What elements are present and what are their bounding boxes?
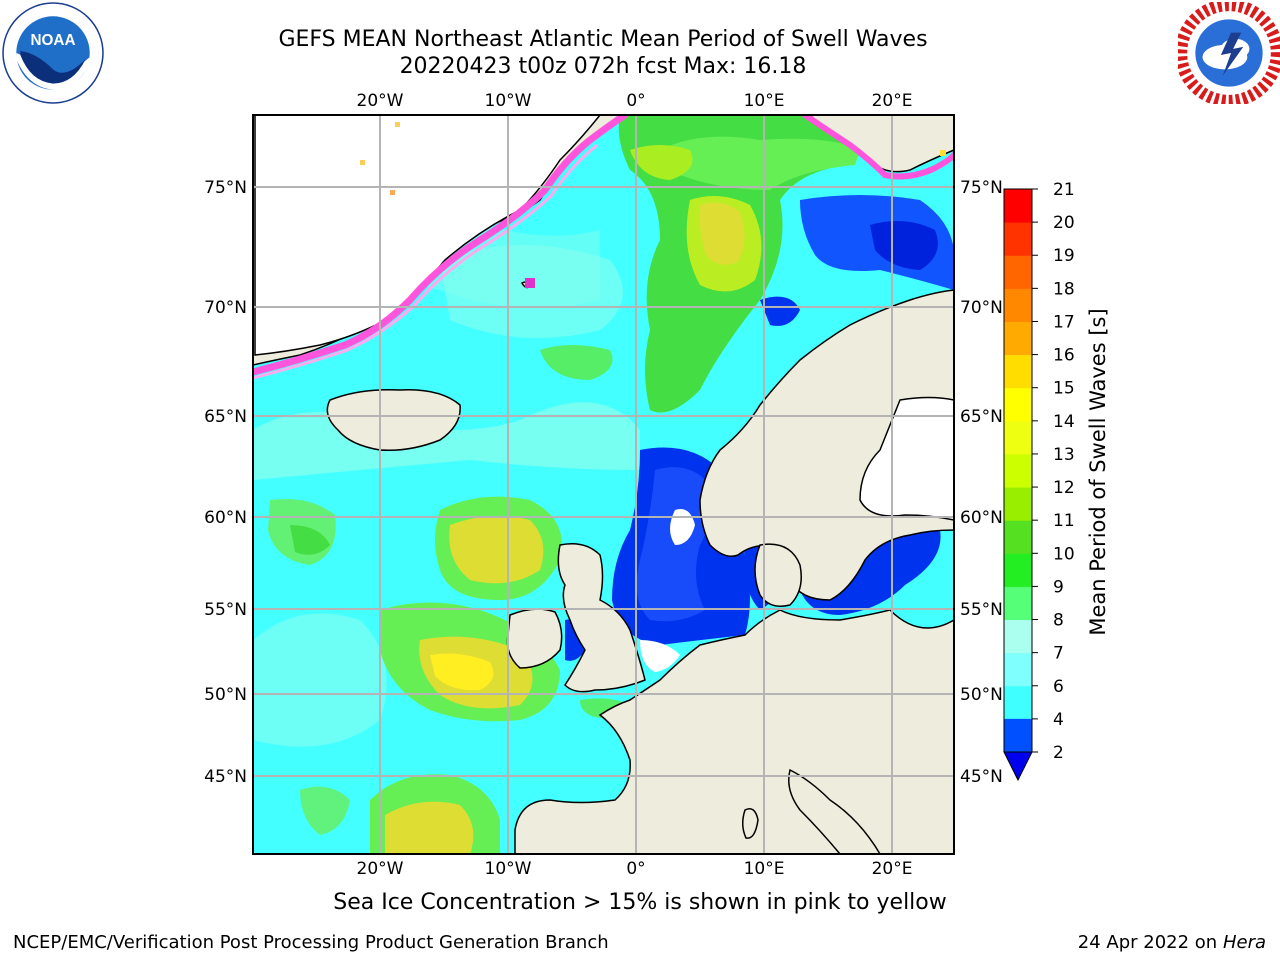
lon-label-bottom-20w: 20°W xyxy=(357,859,404,879)
iceland xyxy=(326,388,461,452)
national-weather-service-logo-icon xyxy=(1178,2,1280,104)
graticule xyxy=(253,115,954,854)
colorbar-extend-triangle xyxy=(1003,751,1033,782)
lat-label-left-45n: 45°N xyxy=(204,767,247,787)
colorbar-segment xyxy=(1004,321,1032,356)
lat-label-right-65n: 65°N xyxy=(960,407,1003,427)
italy xyxy=(788,768,881,854)
noaa-logo-icon: NOAA xyxy=(2,2,104,104)
chart-title: GEFS MEAN Northeast Atlantic Mean Period… xyxy=(278,27,928,52)
colorbar-segment xyxy=(1004,586,1032,621)
colorbar-tick-label: 11 xyxy=(1053,511,1075,531)
colorbar-segment xyxy=(1004,652,1032,687)
denmark xyxy=(754,543,802,607)
colorbar-segment xyxy=(1004,255,1032,289)
swell-period-field xyxy=(253,115,954,854)
lon-label-top-20e: 20°E xyxy=(872,91,913,111)
sea-ice-edge xyxy=(253,115,954,380)
lat-label-right-45n: 45°N xyxy=(960,767,1003,787)
lat-label-left-60n: 60°N xyxy=(204,508,247,528)
footer-date: 24 Apr 2022 on Hera xyxy=(1078,932,1266,953)
lat-label-right-75n: 75°N xyxy=(960,178,1003,198)
colorbar-tick-label: 15 xyxy=(1053,379,1075,399)
colorbar-frame xyxy=(1003,188,1033,753)
map-frame xyxy=(252,114,955,855)
lon-label-bottom-10w: 10°W xyxy=(485,859,532,879)
lon-label-top-20w: 20°W xyxy=(357,91,404,111)
colorbar-tick-label: 13 xyxy=(1053,445,1075,465)
lon-label-bottom-0: 0° xyxy=(626,859,645,879)
colorbar-tick-label: 8 xyxy=(1053,611,1064,631)
colorbar-tick-label: 2 xyxy=(1053,743,1064,763)
lat-label-right-50n: 50°N xyxy=(960,685,1003,705)
sea-ice-note: Sea Ice Concentration > 15% is shown in … xyxy=(333,890,947,915)
noaa-logo-text: NOAA xyxy=(31,32,76,49)
colorbar-segment xyxy=(1004,487,1032,521)
colorbar-tick-label: 19 xyxy=(1053,246,1075,266)
colorbar-tick-label: 9 xyxy=(1053,577,1064,597)
colorbar-segment xyxy=(1004,189,1032,223)
colorbar-tick-label: 20 xyxy=(1053,213,1075,233)
lat-label-right-60n: 60°N xyxy=(960,508,1003,528)
colorbar-tick-label: 17 xyxy=(1053,312,1075,332)
continental-europe xyxy=(514,609,954,854)
lat-label-left-75n: 75°N xyxy=(204,178,247,198)
chart-subtitle: 20220423 t00z 072h fcst Max: 16.18 xyxy=(399,54,807,79)
colorbar-tick-label: 12 xyxy=(1053,478,1075,498)
lon-label-top-10e: 10°E xyxy=(744,91,785,111)
colorbar-segment xyxy=(1004,619,1032,654)
footer-host: Hera xyxy=(1222,932,1266,953)
lat-label-left-70n: 70°N xyxy=(204,298,247,318)
lat-label-left-55n: 55°N xyxy=(204,600,247,620)
colorbar-segment xyxy=(1004,553,1032,587)
colorbar-segment xyxy=(1004,420,1032,455)
colorbar-segment xyxy=(1004,222,1032,256)
lat-label-right-55n: 55°N xyxy=(960,600,1003,620)
colorbar-label: Mean Period of Swell Waves [s] xyxy=(1086,308,1110,635)
colorbar-tick-label: 10 xyxy=(1053,544,1075,564)
colorbar-segment xyxy=(1004,520,1032,554)
colorbar-segment xyxy=(1004,685,1032,720)
colorbar-tick-label: 18 xyxy=(1053,279,1075,299)
colorbar-segment xyxy=(1004,354,1032,389)
colorbar-tick-label: 4 xyxy=(1053,710,1064,730)
colorbar-tick-label: 6 xyxy=(1053,677,1064,697)
footer-credit: NCEP/EMC/Verification Post Processing Pr… xyxy=(13,932,609,953)
colorbar: 2 4 6 7 8 9 10 11 12 13 14 15 16 17 18 19 20 21 xyxy=(1003,180,1075,782)
colorbar-segment xyxy=(1004,288,1032,322)
no-data-areas xyxy=(254,115,954,672)
colorbar-tick-label: 16 xyxy=(1053,346,1075,366)
lon-label-top-0: 0° xyxy=(626,91,645,111)
footer-date-text: 24 Apr 2022 on xyxy=(1077,932,1223,953)
lon-label-bottom-20e: 20°E xyxy=(872,859,913,879)
colorbar-segment xyxy=(1004,453,1032,488)
colorbar-tick-label: 7 xyxy=(1053,644,1064,664)
lat-label-left-50n: 50°N xyxy=(204,685,247,705)
colorbar-tick-label: 21 xyxy=(1053,180,1075,200)
colorbar-segment xyxy=(1004,718,1032,752)
lon-label-bottom-10e: 10°E xyxy=(744,859,785,879)
lat-label-right-70n: 70°N xyxy=(960,298,1003,318)
lat-label-left-65n: 65°N xyxy=(204,407,247,427)
lon-label-top-10w: 10°W xyxy=(485,91,532,111)
colorbar-segment xyxy=(1004,387,1032,422)
colorbar-tick-label: 14 xyxy=(1053,412,1075,432)
